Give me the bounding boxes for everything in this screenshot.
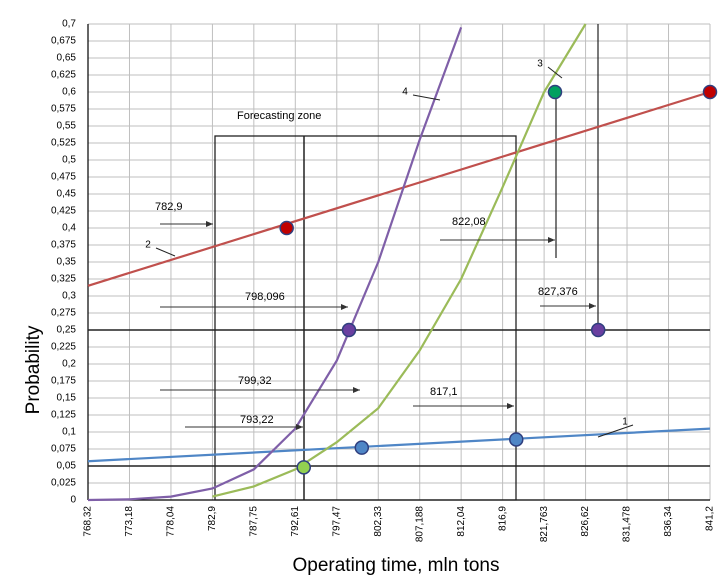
x-tick-label: 836,34	[663, 506, 674, 537]
y-tick-label: 0,05	[57, 461, 77, 472]
y-tick-label: 0,075	[51, 444, 76, 455]
highlight-point	[547, 84, 563, 100]
x-tick-label: 787,75	[248, 506, 259, 537]
y-tick-label: 0,55	[57, 121, 77, 132]
y-tick-label: 0,45	[57, 189, 77, 200]
series-label: 2	[145, 240, 151, 251]
annotation: 782,9	[155, 201, 183, 213]
x-axis-label: Operating time, mln tons	[293, 555, 500, 576]
annotation: 799,32	[238, 375, 272, 387]
highlight-point	[296, 460, 312, 475]
x-tick-label: 792,61	[290, 506, 301, 537]
arrow-head	[206, 221, 213, 227]
x-tick-label: 797,47	[331, 506, 342, 537]
label-leader	[547, 66, 563, 79]
x-tick-label: 831,478	[622, 506, 633, 543]
y-tick-label: 0,125	[51, 410, 76, 421]
x-tick-label: 812,04	[456, 506, 467, 537]
label-leader	[412, 94, 441, 101]
highlight-point	[341, 322, 357, 338]
x-tick-label: 778,04	[166, 506, 177, 537]
series-label: 1	[622, 417, 628, 428]
arrow-head	[341, 304, 348, 310]
arrow-head	[548, 237, 555, 243]
y-tick-label: 0,4	[62, 223, 76, 234]
arrow-head	[507, 403, 514, 409]
label-leader	[155, 247, 176, 257]
y-tick-label: 0,35	[57, 257, 77, 268]
y-tick-label: 0,25	[57, 325, 77, 336]
x-tick-label: 841,2	[705, 506, 716, 531]
y-tick-label: 0,15	[57, 393, 77, 404]
y-tick-label: 0,625	[51, 70, 76, 81]
y-tick-label: 0,2	[62, 359, 76, 370]
x-tick-label: 826,62	[580, 506, 591, 537]
y-tick-label: 0,65	[57, 53, 77, 64]
y-tick-label: 0,325	[51, 274, 76, 285]
y-tick-label: 0,6	[62, 87, 76, 98]
y-tick-label: 0,425	[51, 206, 76, 217]
x-tick-label: 768,32	[83, 506, 94, 537]
arrow-head	[589, 303, 596, 309]
annotation: 793,22	[240, 414, 274, 426]
series-line	[212, 23, 587, 498]
y-tick-label: 0,025	[51, 478, 76, 489]
arrow-head	[353, 387, 360, 393]
y-tick-label: 0,7	[62, 19, 76, 30]
annotation: 822,08	[452, 216, 486, 228]
x-tick-label: 802,33	[373, 506, 384, 537]
forecasting-zone	[214, 135, 517, 501]
y-tick-label: 0,3	[62, 291, 76, 302]
x-tick-label: 773,18	[124, 506, 135, 537]
x-tick-label: 821,763	[539, 506, 550, 543]
y-tick-label: 0,375	[51, 240, 76, 251]
annotation: 817,1	[430, 386, 458, 398]
y-tick-label: 0,5	[62, 155, 76, 166]
series-line	[87, 27, 463, 502]
y-tick-label: 0,575	[51, 104, 76, 115]
highlight-point	[354, 440, 370, 455]
x-tick-label: 816,9	[497, 506, 508, 531]
y-tick-label: 0	[70, 495, 76, 506]
y-tick-label: 0,275	[51, 308, 76, 319]
y-axis-label: Probability	[23, 325, 44, 414]
x-tick-label: 782,9	[207, 506, 218, 531]
y-tick-label: 0,175	[51, 376, 76, 387]
annotation: 827,376	[538, 286, 578, 298]
arrow-head	[296, 424, 303, 430]
y-tick-label: 0,1	[62, 427, 76, 438]
y-tick-label: 0,225	[51, 342, 76, 353]
series-label: 3	[537, 59, 543, 70]
series-line	[87, 90, 711, 287]
series-label: 4	[402, 87, 408, 98]
highlight-point	[590, 322, 606, 338]
annotation: Forecasting zone	[237, 110, 321, 122]
label-leader	[597, 424, 634, 438]
highlight-point	[279, 220, 294, 236]
y-tick-label: 0,525	[51, 138, 76, 149]
annotation: 798,096	[245, 291, 285, 303]
x-tick-label: 807,188	[414, 506, 425, 543]
highlight-point	[702, 84, 718, 100]
highlight-point	[509, 432, 524, 447]
y-tick-label: 0,475	[51, 172, 76, 183]
y-tick-label: 0,675	[51, 36, 76, 47]
